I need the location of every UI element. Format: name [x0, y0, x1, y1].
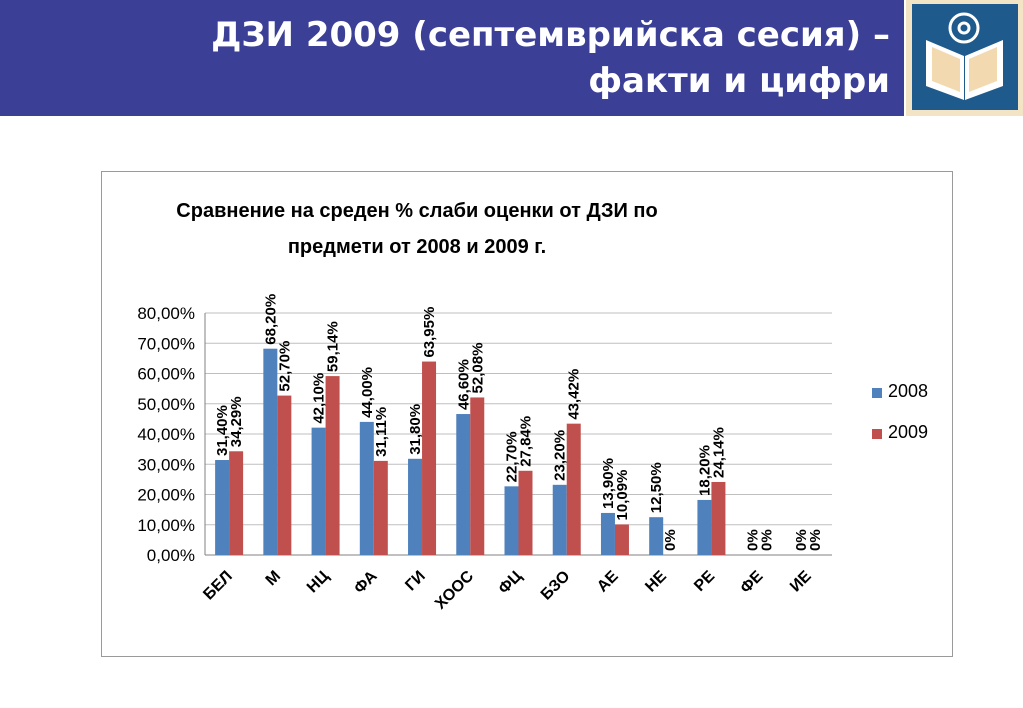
x-tick-label: ХООС [432, 567, 477, 612]
data-label: 0% [745, 529, 762, 551]
y-tick-label: 0,00% [147, 546, 195, 565]
data-label: 31,80% [407, 404, 424, 455]
y-tick-label: 10,00% [137, 516, 195, 535]
chart-title: Сравнение на среден % слаби оценки от ДЗ… [101, 193, 733, 265]
data-label: 68,20% [262, 294, 279, 345]
data-label: 18,20% [696, 445, 713, 496]
data-label: 34,29% [228, 396, 245, 447]
data-label: 27,84% [518, 416, 535, 467]
legend-swatch-2008 [872, 388, 882, 398]
data-label: 0% [662, 529, 679, 551]
x-tick-label: М [263, 568, 284, 589]
x-tick-label: РЕ [691, 568, 718, 595]
y-tick-label: 80,00% [137, 304, 195, 323]
bar-2009 [711, 481, 726, 555]
legend-swatch-2009 [872, 429, 882, 439]
bar-2009 [566, 423, 581, 555]
x-tick-label: ФЕ [737, 568, 766, 597]
data-label: 42,10% [311, 373, 328, 424]
y-tick-label: 70,00% [137, 334, 195, 353]
slide-title-line1: ДЗИ 2009 (септемврийска сесия) – [211, 15, 890, 55]
open-book-at-icon [912, 4, 1018, 110]
x-tick-label: ГИ [402, 568, 429, 595]
data-label: 0% [793, 529, 810, 551]
bar-2009 [229, 451, 244, 555]
data-label: 59,14% [325, 321, 342, 372]
data-label: 13,90% [600, 458, 617, 509]
data-label: 12,50% [648, 462, 665, 513]
chart-frame [101, 171, 953, 657]
y-tick-label: 40,00% [137, 425, 195, 444]
bar-2008 [408, 458, 423, 555]
bar-2008 [311, 427, 326, 555]
data-label: 10,09% [614, 470, 631, 521]
data-label: 63,95% [421, 307, 438, 358]
bar-2009 [325, 376, 340, 555]
bar-2009 [470, 397, 485, 555]
x-tick-label: ФЦ [495, 568, 525, 598]
x-tick-label: НЕ [642, 568, 670, 596]
data-label: 46,60% [455, 359, 472, 410]
bar-2008 [215, 460, 230, 555]
bar-2008 [697, 499, 712, 555]
y-tick-label: 60,00% [137, 365, 195, 384]
bar-2009 [277, 395, 292, 555]
bar-2009 [614, 524, 629, 555]
legend-label-2009: 2009 [888, 422, 929, 442]
slide-title: ДЗИ 2009 (септемврийска сесия) – факти и… [211, 12, 890, 104]
data-label: 24,14% [710, 427, 727, 478]
x-tick-label: АЕ [594, 568, 622, 596]
header-banner: ДЗИ 2009 (септемврийска сесия) – факти и… [0, 0, 904, 116]
data-label: 52,70% [276, 341, 293, 392]
x-tick-label: НЦ [304, 568, 333, 597]
bar-2008 [456, 414, 471, 555]
data-label: 0% [759, 529, 776, 551]
chart-title-line2: предмети от 2008 и 2009 г. [287, 236, 547, 258]
slide-title-line2: факти и цифри [588, 61, 890, 101]
logo [906, 0, 1023, 116]
data-label: 22,70% [504, 431, 521, 482]
chart-title-line1: Сравнение на среден % слаби оценки от ДЗ… [176, 200, 658, 222]
bar-2009 [373, 460, 388, 555]
data-label: 43,42% [566, 369, 583, 420]
bar-2008 [359, 421, 374, 555]
bar-2008 [263, 348, 278, 555]
x-tick-label: ФА [351, 567, 381, 597]
bar-2008 [504, 486, 519, 555]
legend-label-2008: 2008 [888, 381, 929, 401]
bar-2009 [422, 361, 437, 555]
bar-2008 [552, 484, 567, 555]
bar-2008 [600, 512, 615, 555]
y-tick-label: 30,00% [137, 455, 195, 474]
data-label: 23,20% [552, 430, 569, 481]
bar-2008 [649, 517, 664, 555]
data-label: 31,11% [373, 407, 390, 457]
x-tick-label: БЗО [538, 568, 574, 604]
data-label: 44,00% [359, 367, 376, 418]
data-label: 52,08% [469, 343, 486, 394]
x-tick-label: БЕЛ [200, 568, 236, 604]
y-tick-label: 20,00% [137, 486, 195, 505]
x-tick-label: ИЕ [787, 568, 815, 596]
bar-2009 [518, 470, 533, 555]
y-tick-label: 50,00% [137, 395, 195, 414]
data-label: 31,40% [214, 405, 231, 456]
data-label: 0% [807, 529, 824, 551]
